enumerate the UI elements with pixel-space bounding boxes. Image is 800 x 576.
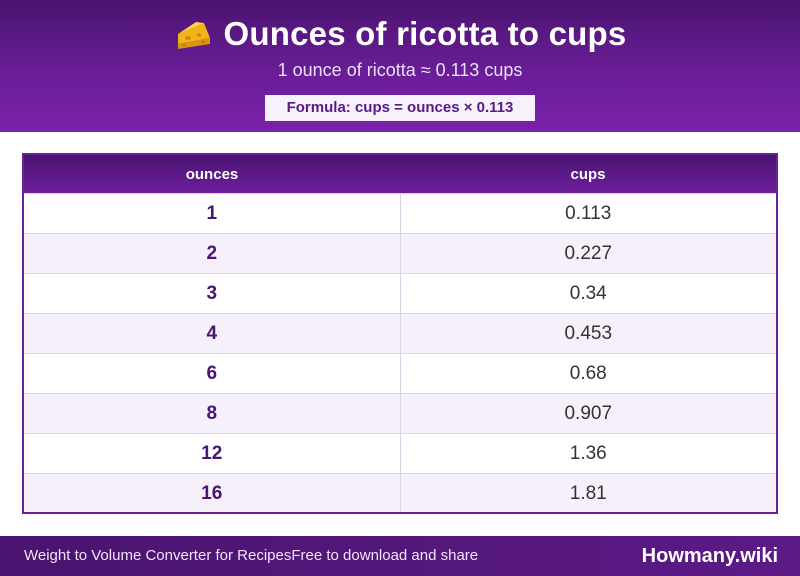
- footer-app-name: Weight to Volume Converter for Recipes: [24, 547, 292, 564]
- ounces-cell: 8: [24, 393, 401, 434]
- conversion-subtitle: 1 ounce of ricotta ≈ 0.113 cups: [277, 60, 523, 80]
- table-row: 8 0.907: [24, 393, 776, 434]
- table-row: 12 1.36: [24, 433, 776, 474]
- ounces-cell: 4: [24, 313, 401, 354]
- table-header-row: ounces cups: [24, 155, 776, 194]
- column-header-ounces: ounces: [24, 155, 400, 194]
- table-row: 4 0.453: [24, 313, 776, 354]
- table-row: 6 0.68: [24, 353, 776, 394]
- table-row: 16 1.81: [24, 473, 776, 512]
- footer-bar: Weight to Volume Converter for RecipesFr…: [0, 536, 800, 576]
- cheese-icon: [174, 14, 214, 54]
- table-row: 1 0.113: [24, 193, 776, 234]
- ounces-cell: 6: [24, 353, 401, 394]
- page-title: Ounces of ricotta to cups: [223, 15, 627, 52]
- cups-cell: 1.81: [400, 473, 776, 512]
- cups-cell: 0.34: [400, 273, 776, 314]
- table-row: 2 0.227: [24, 233, 776, 274]
- formula-badge: Formula: cups = ounces × 0.113: [265, 95, 535, 121]
- table-row: 3 0.34: [24, 273, 776, 314]
- ounces-cell: 3: [24, 273, 401, 314]
- cups-cell: 0.68: [400, 353, 776, 394]
- brand-logo-text[interactable]: Howmany.wiki: [641, 545, 778, 567]
- conversion-table: ounces cups 1 0.113 2 0.227 3 0.34 4 0.4…: [22, 153, 778, 514]
- ounces-cell: 16: [24, 473, 401, 512]
- ounces-cell: 2: [24, 233, 401, 274]
- footer-tagline: Free to download and share: [291, 547, 479, 564]
- title-row: Ounces of ricotta to cups: [0, 12, 800, 56]
- cups-cell: 0.453: [400, 313, 776, 354]
- ounces-cell: 1: [24, 193, 401, 234]
- column-header-cups: cups: [400, 155, 776, 194]
- ounces-cell: 12: [24, 433, 401, 474]
- cups-cell: 1.36: [400, 433, 776, 474]
- footer-text: Weight to Volume Converter for RecipesFr…: [24, 536, 478, 576]
- cups-cell: 0.113: [400, 193, 776, 234]
- header-banner: Ounces of ricotta to cups 1 ounce of ric…: [0, 0, 800, 132]
- cups-cell: 0.907: [400, 393, 776, 434]
- cups-cell: 0.227: [400, 233, 776, 274]
